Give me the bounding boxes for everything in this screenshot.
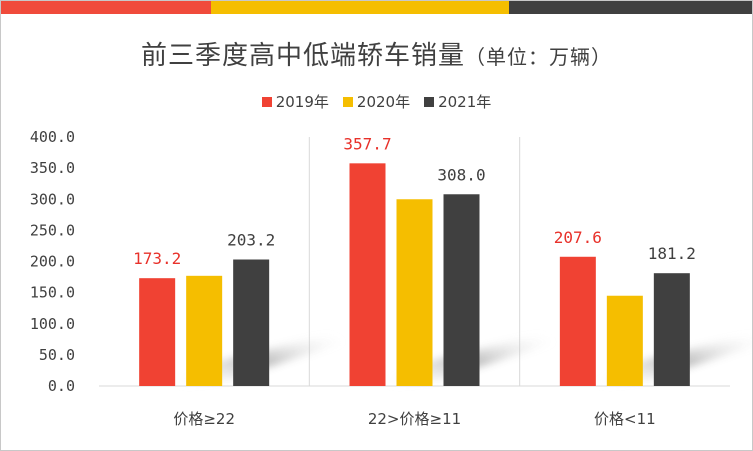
category-label: 22>价格≥11	[368, 410, 461, 428]
bar	[349, 163, 386, 386]
legend-swatch-2020	[342, 96, 353, 107]
bar	[233, 259, 270, 386]
chart-title: 前三季度高中低端轿车销量（单位：万辆）	[1, 35, 752, 72]
legend: 2019年 2020年 2021年	[1, 91, 752, 112]
data-label: 173.2	[133, 249, 181, 268]
top-stripe-segment	[509, 1, 752, 14]
legend-item-2019: 2019年	[261, 91, 329, 112]
top-stripe-segment	[1, 1, 211, 14]
legend-label-2020: 2020年	[356, 93, 411, 111]
category-label: 价格<11	[594, 410, 656, 428]
data-label: 207.6	[554, 228, 602, 247]
y-tick-label: 200.0	[30, 253, 75, 271]
bar	[186, 275, 223, 386]
chart-title-text: 前三季度高中低端轿车销量	[140, 41, 465, 71]
data-label: 308.0	[437, 165, 485, 184]
legend-item-2020: 2020年	[342, 91, 411, 112]
top-stripe-segment	[211, 1, 509, 14]
legend-label-2021: 2021年	[438, 93, 492, 111]
legend-label-2019: 2019年	[275, 93, 329, 111]
legend-swatch-2021	[424, 96, 435, 107]
category-label: 价格≥22	[173, 410, 235, 428]
y-tick-label: 350.0	[30, 159, 75, 177]
y-tick-label: 0.0	[48, 377, 75, 395]
data-label: 357.7	[343, 134, 391, 153]
data-label: 203.2	[227, 231, 275, 250]
legend-item-2021: 2021年	[424, 91, 491, 112]
bar	[139, 278, 176, 386]
y-tick-label: 300.0	[30, 190, 75, 208]
y-tick-label: 100.0	[30, 315, 75, 333]
bar	[653, 273, 690, 386]
y-tick-label: 50.0	[39, 346, 75, 364]
bar	[443, 194, 480, 386]
chart-subtitle: （单位：万辆）	[465, 45, 612, 69]
data-label: 181.2	[648, 244, 696, 263]
bar	[606, 295, 643, 386]
y-tick-label: 150.0	[30, 284, 75, 302]
y-tick-label: 400.0	[30, 128, 75, 146]
legend-swatch-2019	[261, 96, 272, 107]
bar	[396, 199, 433, 386]
y-tick-label: 250.0	[30, 221, 75, 239]
bar	[559, 256, 596, 386]
